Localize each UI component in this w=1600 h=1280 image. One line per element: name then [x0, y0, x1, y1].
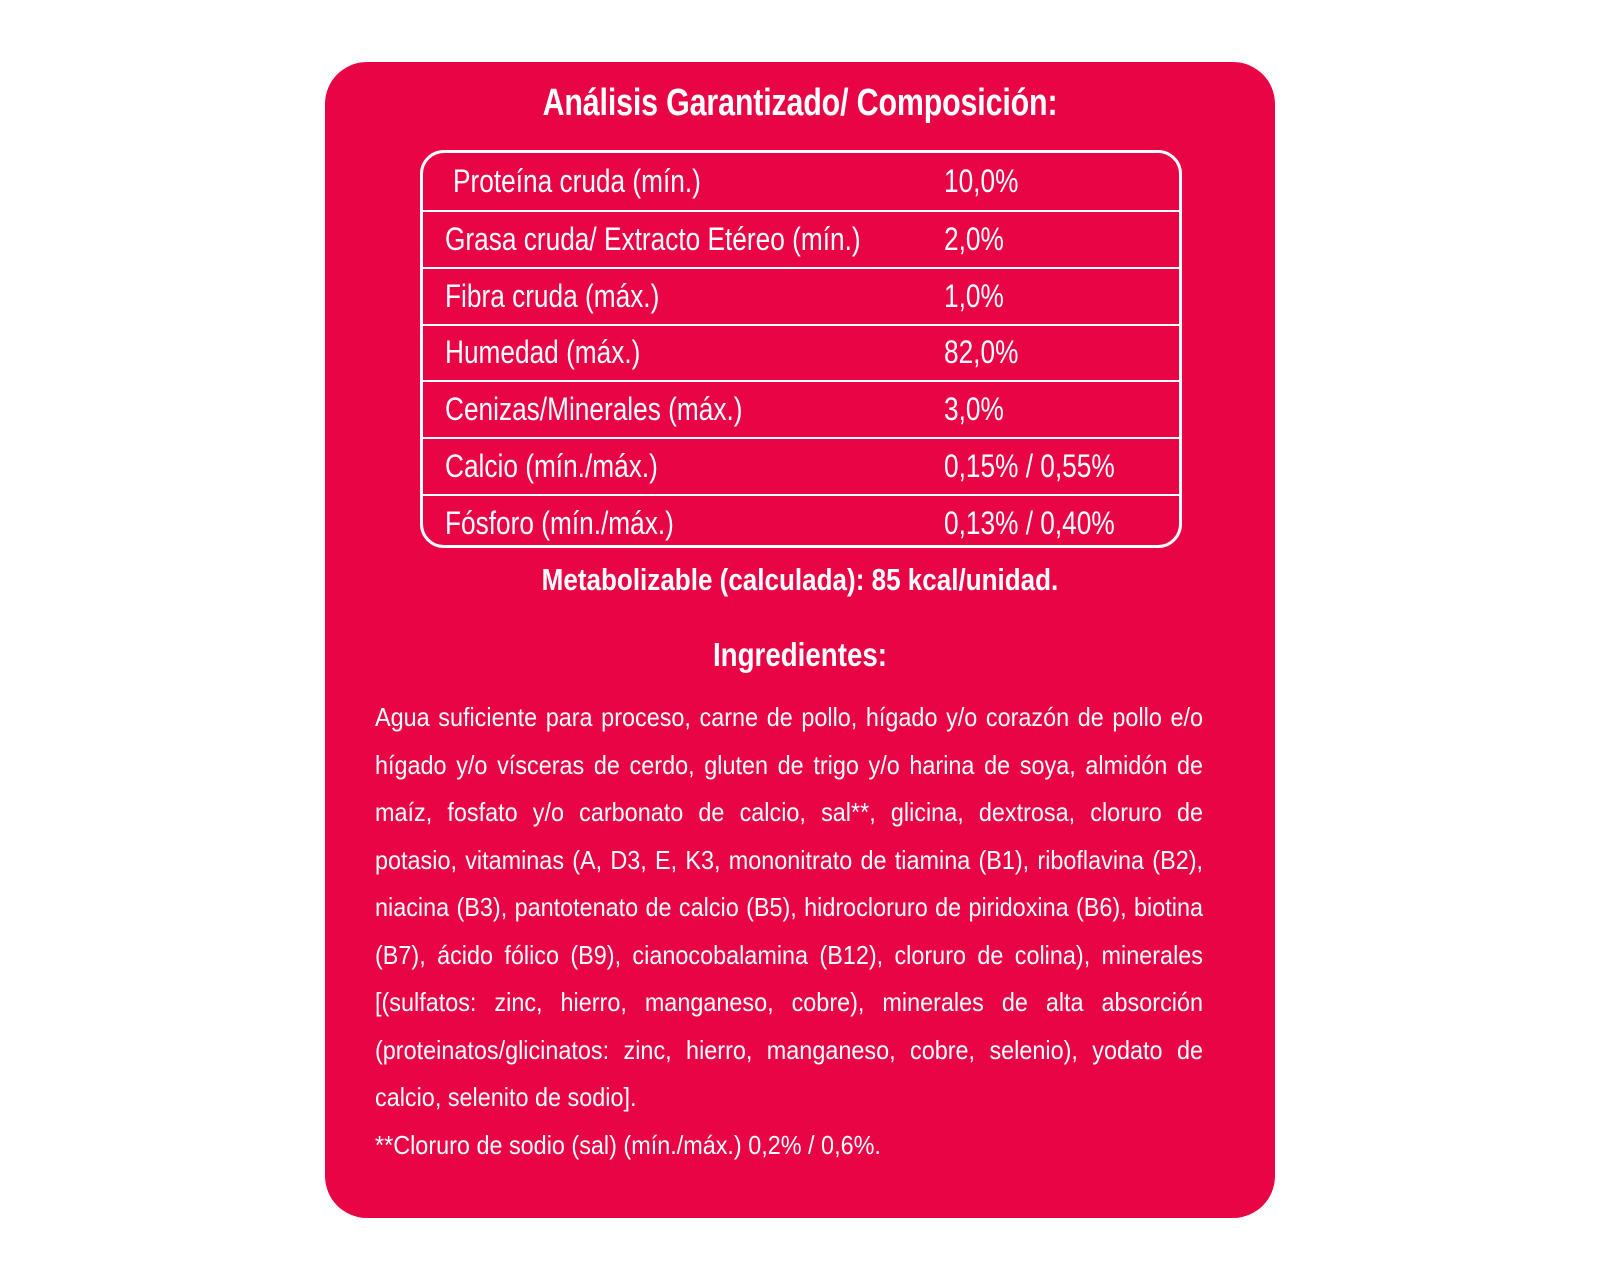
nutrient-amount: 3,0% — [944, 391, 1004, 428]
ingredients-heading: Ingredientes: — [712, 636, 888, 673]
ingredients-paragraph: Agua suficiente para proceso, carne de p… — [375, 694, 1203, 1169]
guaranteed-analysis-table: Proteína cruda (mín.) 10,0% Grasa cruda/… — [420, 150, 1182, 548]
table-row: Fósforo (mín./máx.) 0,13% / 0,40% — [423, 494, 1179, 545]
nutrient-name: Proteína cruda (mín.) — [453, 162, 701, 199]
table-row: Cenizas/Minerales (máx.) 3,0% — [423, 380, 1179, 437]
red-panel-background — [325, 62, 1275, 1218]
nutrient-name: Cenizas/Minerales (máx.) — [445, 391, 743, 428]
table-row: Proteína cruda (mín.) 10,0% — [423, 153, 1179, 210]
nutrient-amount: 2,0% — [944, 220, 1004, 257]
nutrient-name: Calcio (mín./máx.) — [445, 448, 658, 485]
salt-footnote: **Cloruro de sodio (sal) (mín./máx.) 0,2… — [375, 1129, 881, 1160]
nutrient-name: Fósforo (mín./máx.) — [445, 504, 674, 541]
nutrient-name: Humedad (máx.) — [445, 334, 641, 371]
nutrient-amount: 82,0% — [944, 334, 1019, 371]
nutrient-amount: 1,0% — [944, 277, 1004, 314]
table-row: Calcio (mín./máx.) 0,15% / 0,55% — [423, 437, 1179, 494]
table-row: Humedad (máx.) 82,0% — [423, 323, 1179, 381]
table-row: Grasa cruda/ Extracto Etéreo (mín.) 2,0% — [423, 209, 1179, 267]
page-title: Análisis Garantizado/ Composición: — [542, 82, 1058, 124]
ingredients-text: Agua suficiente para proceso, carne de p… — [375, 702, 1203, 1112]
table-row: Fibra cruda (máx.) 1,0% — [423, 266, 1179, 324]
nutrient-name: Grasa cruda/ Extracto Etéreo (mín.) — [445, 220, 861, 257]
nutrient-amount: 10,0% — [944, 162, 1019, 199]
nutrient-amount: 0,13% / 0,40% — [944, 504, 1115, 541]
nutrient-amount: 0,15% / 0,55% — [944, 448, 1115, 485]
nutrient-name: Fibra cruda (máx.) — [445, 277, 660, 314]
metabolizable-energy-text: Metabolizable (calculada): 85 kcal/unida… — [541, 562, 1059, 597]
